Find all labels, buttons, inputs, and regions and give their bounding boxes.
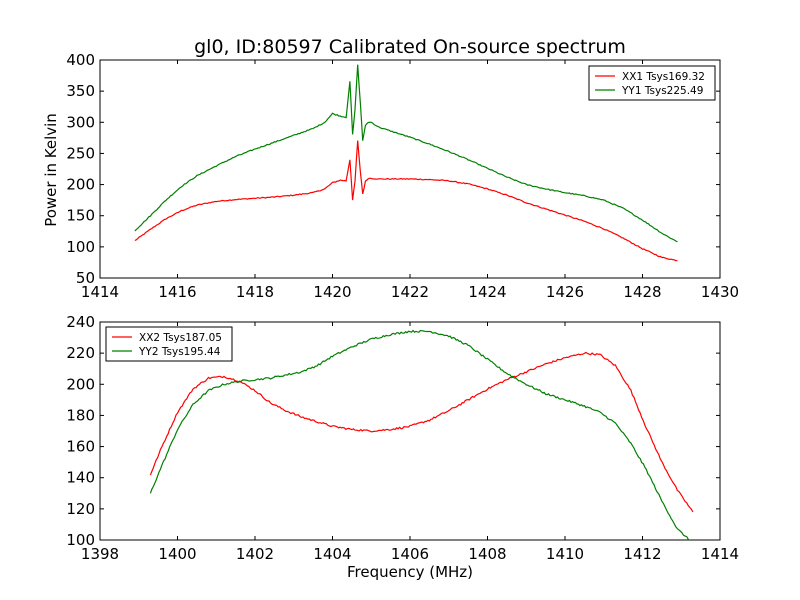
y-tick-label: 200 — [66, 375, 95, 393]
series-line-xx1 — [134, 140, 678, 262]
y-tick-label: 300 — [66, 113, 95, 131]
series-line-yy1 — [134, 64, 678, 243]
bottom-x-axis-label: Frequency (MHz) — [347, 563, 473, 581]
y-tick-label: 240 — [66, 313, 95, 331]
x-tick-label: 1408 — [468, 545, 506, 563]
y-tick-label: 140 — [66, 469, 95, 487]
x-tick-label: 1424 — [468, 283, 506, 301]
x-tick-label: 1402 — [236, 545, 274, 563]
top-panel: 1414 1416 1418 1420 1422 1424 1426 1428 1430 50 10… — [42, 51, 739, 301]
figure-title: gl0, ID:80597 Calibrated On-source spect… — [194, 36, 626, 58]
x-tick-label: 1398 — [81, 545, 119, 563]
bottom-panel: 1398 1400 1402 1404 1406 1408 1410 1412 1414 100 1… — [66, 313, 739, 581]
top-y-axis-label: Power in Kelvin — [42, 113, 60, 227]
y-tick-label: 160 — [66, 438, 95, 456]
x-tick-label: 1416 — [158, 283, 196, 301]
y-tick-label: 120 — [66, 500, 95, 518]
legend-label: XX2 Tsys187.05 — [139, 332, 222, 344]
x-tick-label: 1414 — [701, 545, 739, 563]
y-tick-label: 100 — [66, 531, 95, 549]
x-tick-label: 1426 — [546, 283, 584, 301]
legend-box — [105, 326, 233, 362]
series-line-yy2 — [149, 329, 691, 540]
x-tick-label: 1428 — [623, 283, 661, 301]
x-tick-label: 1400 — [158, 545, 196, 563]
legend-label: XX1 Tsys169.32 — [622, 71, 705, 83]
x-tick-label: 1414 — [81, 283, 119, 301]
x-tick-label: 1412 — [623, 545, 661, 563]
x-tick-label: 1418 — [236, 283, 274, 301]
x-tick-label: 1420 — [313, 283, 351, 301]
series-line-xx2 — [149, 351, 694, 513]
y-tick-label: 250 — [66, 144, 95, 162]
y-tick-label: 180 — [66, 406, 95, 424]
y-tick-label: 200 — [66, 176, 95, 194]
y-tick-label: 150 — [66, 207, 95, 225]
legend-label: YY2 Tsys195.44 — [138, 346, 221, 358]
legend-box — [588, 65, 716, 101]
y-tick-label: 350 — [66, 82, 95, 100]
bottom-ticks: 1398 1400 1402 1404 1406 1408 1410 1412 1414 100 1… — [66, 313, 739, 563]
x-tick-label: 1422 — [391, 283, 429, 301]
top-series-lines — [134, 64, 678, 262]
bottom-legend: XX2 Tsys187.05 YY2 Tsys195.44 — [105, 326, 233, 362]
y-tick-label: 100 — [66, 238, 95, 256]
top-ticks: 1414 1416 1418 1420 1422 1424 1426 1428 1430 50 10… — [66, 51, 739, 301]
y-tick-label: 400 — [66, 51, 95, 69]
y-tick-label: 50 — [76, 269, 95, 287]
top-legend: XX1 Tsys169.32 YY1 Tsys225.49 — [588, 65, 716, 101]
x-tick-label: 1430 — [701, 283, 739, 301]
x-tick-label: 1404 — [313, 545, 351, 563]
y-tick-label: 220 — [66, 344, 95, 362]
legend-label: YY1 Tsys225.49 — [621, 85, 703, 97]
x-tick-label: 1406 — [391, 545, 429, 563]
bottom-series-lines — [149, 329, 694, 540]
x-tick-label: 1410 — [546, 545, 584, 563]
